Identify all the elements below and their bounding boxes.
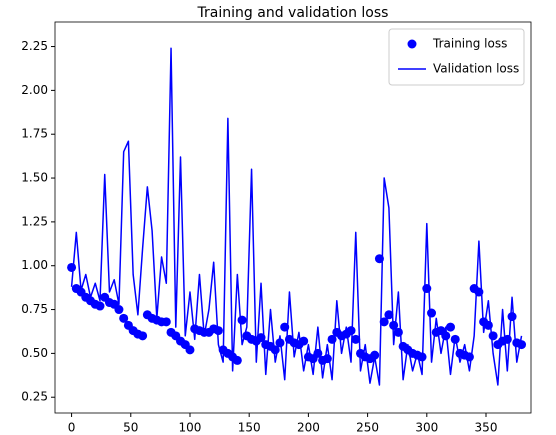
training-point [445,322,455,332]
y-tick-label: 1.50 [21,171,48,185]
legend-label: Training loss [432,37,507,51]
x-tick-label: 350 [475,421,498,435]
chart-title: Training and validation loss [197,5,389,21]
y-tick-label: 1.75 [21,127,48,141]
y-tick-label: 1.00 [21,258,48,272]
training-point [185,345,195,355]
validation-line [70,47,523,386]
training-point [422,284,432,294]
y-tick-label: 0.50 [21,346,48,360]
training-point [346,326,356,336]
training-point [384,310,394,320]
x-tick-label: 250 [356,421,379,435]
training-point [379,317,389,327]
training-point [370,350,380,360]
training-point [507,312,517,322]
training-point [517,340,527,350]
x-tick-label: 50 [123,421,138,435]
training-point [114,305,124,315]
legend-marker [407,39,417,49]
x-tick-label: 300 [415,421,438,435]
y-tick-label: 0.75 [21,302,48,316]
training-point [138,331,148,341]
training-point [232,355,242,365]
x-tick-label: 150 [238,421,261,435]
x-tick-label: 200 [297,421,320,435]
training-point [299,336,309,346]
training-point [67,262,77,272]
training-point [161,317,171,327]
training-point [351,334,361,344]
training-point [95,301,105,311]
training-point [488,331,498,341]
y-tick-label: 2.00 [21,83,48,97]
legend-box [388,28,525,86]
y-tick-label: 1.25 [21,214,48,228]
y-tick-label: 0.25 [21,390,48,404]
y-tick-label: 2.25 [21,39,48,53]
x-tick-label: 100 [179,421,202,435]
x-tick-label: 0 [68,421,76,435]
axes-frame [54,21,532,414]
training-point [237,315,247,325]
training-point [213,326,223,336]
training-point [427,308,437,318]
training-point [119,313,129,323]
legend-label: Validation loss [433,62,519,76]
